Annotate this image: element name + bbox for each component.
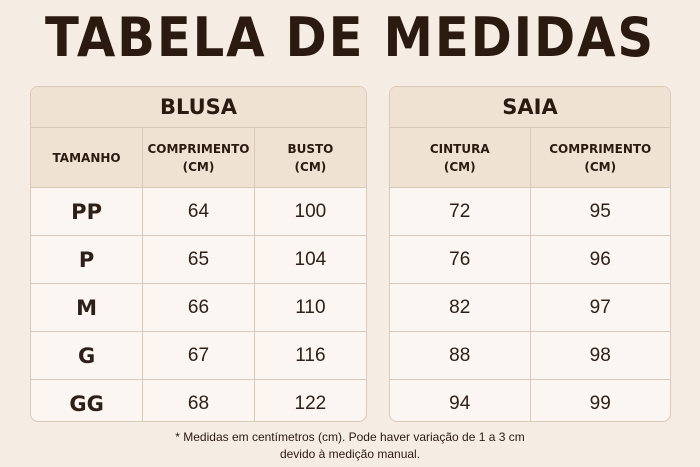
size-cell: M bbox=[31, 283, 144, 332]
table-row: 72 95 bbox=[390, 187, 670, 236]
header-comprimento: COMPRIMENTO (CM) bbox=[529, 127, 670, 188]
table-row: 94 99 bbox=[390, 379, 670, 421]
size-cell: GG bbox=[31, 379, 144, 421]
busto-cell: 104 bbox=[253, 235, 366, 284]
cintura-cell: 88 bbox=[390, 331, 531, 380]
table-row: PP 64 100 bbox=[31, 187, 366, 236]
table-row: G 67 116 bbox=[31, 331, 366, 380]
table-row: GG 68 122 bbox=[31, 379, 366, 421]
cintura-cell: 72 bbox=[390, 187, 531, 236]
header-cintura: CINTURA (CM) bbox=[390, 127, 531, 188]
header-busto: BUSTO (CM) bbox=[253, 127, 366, 188]
saia-table: SAIA CINTURA (CM) COMPRIMENTO (CM) 72 95 7… bbox=[389, 86, 671, 422]
comprimento-cell: 95 bbox=[529, 187, 670, 236]
footnote-line: * Medidas em centímetros (cm). Pode have… bbox=[175, 430, 525, 444]
comprimento-cell: 96 bbox=[529, 235, 670, 284]
table-row: 82 97 bbox=[390, 283, 670, 332]
size-cell: P bbox=[31, 235, 144, 284]
header-comprimento: COMPRIMENTO (CM) bbox=[142, 127, 255, 188]
cintura-cell: 94 bbox=[390, 379, 531, 421]
comprimento-cell: 64 bbox=[142, 187, 255, 236]
size-cell: PP bbox=[31, 187, 144, 236]
busto-cell: 116 bbox=[253, 331, 366, 380]
footnote: * Medidas em centímetros (cm). Pode have… bbox=[0, 429, 700, 463]
size-cell: G bbox=[31, 331, 144, 380]
busto-cell: 110 bbox=[253, 283, 366, 332]
blusa-table: BLUSA TAMANHO COMPRIMENTO (CM) BUSTO (CM) … bbox=[30, 86, 367, 422]
footnote-line: devido à medição manual. bbox=[279, 447, 421, 461]
comprimento-cell: 99 bbox=[529, 379, 670, 421]
comprimento-cell: 98 bbox=[529, 331, 670, 380]
comprimento-cell: 68 bbox=[142, 379, 255, 421]
comprimento-cell: 97 bbox=[529, 283, 670, 332]
page-title: TABELA DE MEDIDAS bbox=[44, 6, 655, 69]
busto-cell: 100 bbox=[253, 187, 366, 236]
cintura-cell: 82 bbox=[390, 283, 531, 332]
saia-caption: SAIA bbox=[390, 87, 670, 128]
busto-cell: 122 bbox=[253, 379, 366, 421]
cintura-cell: 76 bbox=[390, 235, 531, 284]
header-tamanho: TAMANHO bbox=[31, 127, 144, 188]
table-row: 88 98 bbox=[390, 331, 670, 380]
table-row: 76 96 bbox=[390, 235, 670, 284]
comprimento-cell: 67 bbox=[142, 331, 255, 380]
comprimento-cell: 65 bbox=[142, 235, 255, 284]
comprimento-cell: 66 bbox=[142, 283, 255, 332]
blusa-caption: BLUSA bbox=[31, 87, 366, 128]
table-row: P 65 104 bbox=[31, 235, 366, 284]
table-row: M 66 110 bbox=[31, 283, 366, 332]
